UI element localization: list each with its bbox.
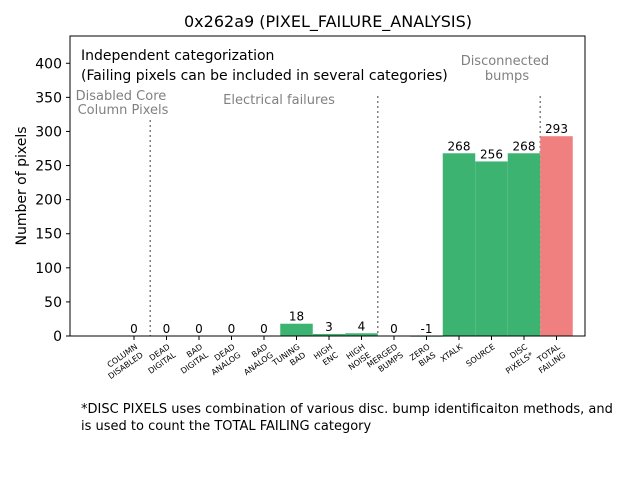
- value-label-6: 3: [325, 320, 333, 334]
- x-tick-label-13: TOTALFAILING: [531, 342, 567, 375]
- group-label-disconnected-line-2: bumps: [485, 69, 529, 84]
- x-tick-label-10: XTALK: [439, 342, 465, 364]
- value-label-2: 0: [195, 322, 203, 336]
- value-label-12: 268: [513, 139, 536, 153]
- x-tick-label-0: COLUMNDISABLED: [101, 342, 145, 381]
- value-label-7: 4: [358, 319, 366, 333]
- value-label-10: 268: [448, 139, 471, 153]
- value-label-9: -1: [421, 322, 433, 336]
- bar-7: [345, 333, 378, 336]
- y-tick-label-5: 250: [35, 159, 62, 175]
- group-label-disconnected: Disconnected bumps: [461, 54, 554, 84]
- bars: [280, 136, 573, 337]
- plot-frame: [69, 35, 586, 337]
- value-label-5: 18: [289, 310, 304, 324]
- group-label-disabled-line-2: Column Pixels: [78, 103, 169, 118]
- group-label-electrical: Electrical failures: [223, 93, 335, 108]
- bar-12: [507, 153, 541, 336]
- heading-line-2: (Failing pixels can be included in sever…: [81, 68, 448, 84]
- x-tick-label-2: BADDIGITAL: [173, 342, 210, 376]
- x-axis: COLUMNDISABLED DEADDIGITAL BADDIGITAL DEADA…: [101, 336, 567, 381]
- x-tick-label-10-line-0: XTALK: [439, 342, 465, 364]
- value-label-3: 0: [228, 322, 236, 336]
- x-tick-label-6: HIGHENC: [312, 342, 340, 370]
- y-tick-label-3: 150: [35, 227, 62, 243]
- chart-title: 0x262a9 (PIXEL_FAILURE_ANALYSIS): [184, 12, 472, 32]
- value-labels: 0 0 0 0 0 18 3 4 0 -1 268 256 268 293: [130, 122, 568, 336]
- value-label-1: 0: [163, 322, 171, 336]
- y-tick-label-2: 100: [35, 261, 62, 277]
- value-label-4: 0: [260, 322, 268, 336]
- y-tick-label-1: 50: [44, 295, 62, 311]
- value-label-0: 0: [130, 322, 138, 336]
- x-tick-label-1: DEADDIGITAL: [141, 342, 178, 376]
- y-tick-label-0: 0: [53, 329, 62, 345]
- x-tick-label-11-line-0: SOURCE: [464, 342, 496, 368]
- x-tick-label-8: MERGEDBUMPS: [365, 342, 405, 378]
- y-tick-label-8: 400: [35, 56, 62, 72]
- bar-chart: 0x262a9 (PIXEL_FAILURE_ANALYSIS) Indepen…: [14, 12, 586, 381]
- value-label-13: 293: [545, 122, 568, 136]
- group-label-disabled: Disabled Core Column Pixels: [76, 89, 171, 118]
- y-axis: 0 50 100 150 200 250 300 350 400: [35, 56, 70, 345]
- x-tick-label-12: DISCPIXELS*: [498, 342, 535, 376]
- x-tick-label-4: BADANALOG: [236, 342, 274, 377]
- x-tick-label-11: SOURCE: [464, 342, 496, 368]
- x-tick-label-7: HIGHNOISE: [341, 342, 372, 372]
- x-tick-label-3: DEADANALOG: [204, 342, 242, 377]
- annotations: Independent categorization (Failing pixe…: [76, 48, 554, 118]
- bar-11: [475, 161, 508, 336]
- y-tick-label-7: 350: [35, 90, 62, 106]
- x-tick-label-9: ZEROBIAS: [408, 342, 437, 370]
- bar-6: [312, 333, 346, 336]
- group-label-disconnected-line-1: Disconnected: [461, 54, 549, 69]
- value-label-8: 0: [390, 322, 398, 336]
- y-axis-label: Number of pixels: [14, 126, 30, 245]
- bar-10: [442, 153, 476, 336]
- y-tick-label-4: 200: [35, 193, 62, 209]
- x-tick-label-5: TUNINGBAD: [270, 342, 307, 376]
- group-label-disabled-line-1: Disabled Core: [76, 89, 167, 104]
- footnote: *DISC PIXELS uses combination of various…: [81, 402, 613, 434]
- bar-5: [280, 323, 313, 336]
- value-label-11: 256: [480, 147, 503, 161]
- heading-line-1: Independent categorization: [81, 48, 274, 64]
- y-tick-label-6: 300: [35, 124, 62, 140]
- bar-13: [540, 136, 573, 336]
